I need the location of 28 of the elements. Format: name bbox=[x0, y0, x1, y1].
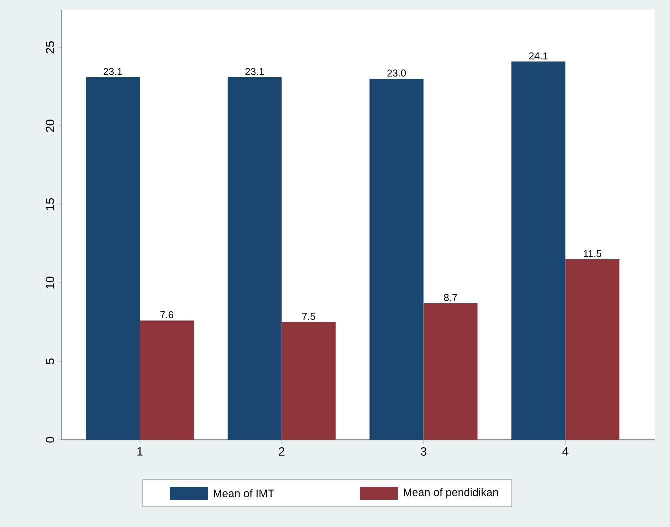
data-label: 23.1 bbox=[104, 68, 122, 76]
bar bbox=[86, 77, 140, 440]
data-label: 23.1 bbox=[246, 68, 264, 76]
data-label: 7.6 bbox=[160, 311, 174, 319]
x-tick-label: 1 bbox=[138, 448, 143, 456]
y-tick-label: 20 bbox=[46, 120, 54, 132]
data-label: 7.5 bbox=[302, 313, 316, 320]
bar bbox=[370, 79, 424, 440]
bar bbox=[566, 260, 620, 440]
x-tick-label: 4 bbox=[562, 448, 569, 456]
bar bbox=[512, 62, 566, 440]
x-tick-label: 2 bbox=[279, 448, 285, 456]
y-tick-label: 0 bbox=[46, 437, 54, 443]
y-tick-label: 25 bbox=[46, 42, 54, 54]
y-tick-label: 5 bbox=[46, 358, 54, 364]
legend-label: Mean of pendidikan bbox=[404, 488, 498, 499]
bar bbox=[228, 77, 282, 440]
data-label: 8.7 bbox=[444, 294, 458, 302]
bar bbox=[140, 320, 194, 440]
data-label: 24.1 bbox=[529, 52, 548, 60]
y-tick-label: 10 bbox=[46, 276, 54, 289]
bar bbox=[282, 322, 336, 440]
bar bbox=[424, 303, 478, 440]
data-label: 11.5 bbox=[584, 250, 602, 258]
x-tick-label: 3 bbox=[420, 448, 427, 456]
legend-label: Mean of IMT bbox=[214, 489, 274, 498]
data-label: 23.0 bbox=[388, 70, 406, 77]
y-tick-label: 15 bbox=[46, 198, 54, 210]
